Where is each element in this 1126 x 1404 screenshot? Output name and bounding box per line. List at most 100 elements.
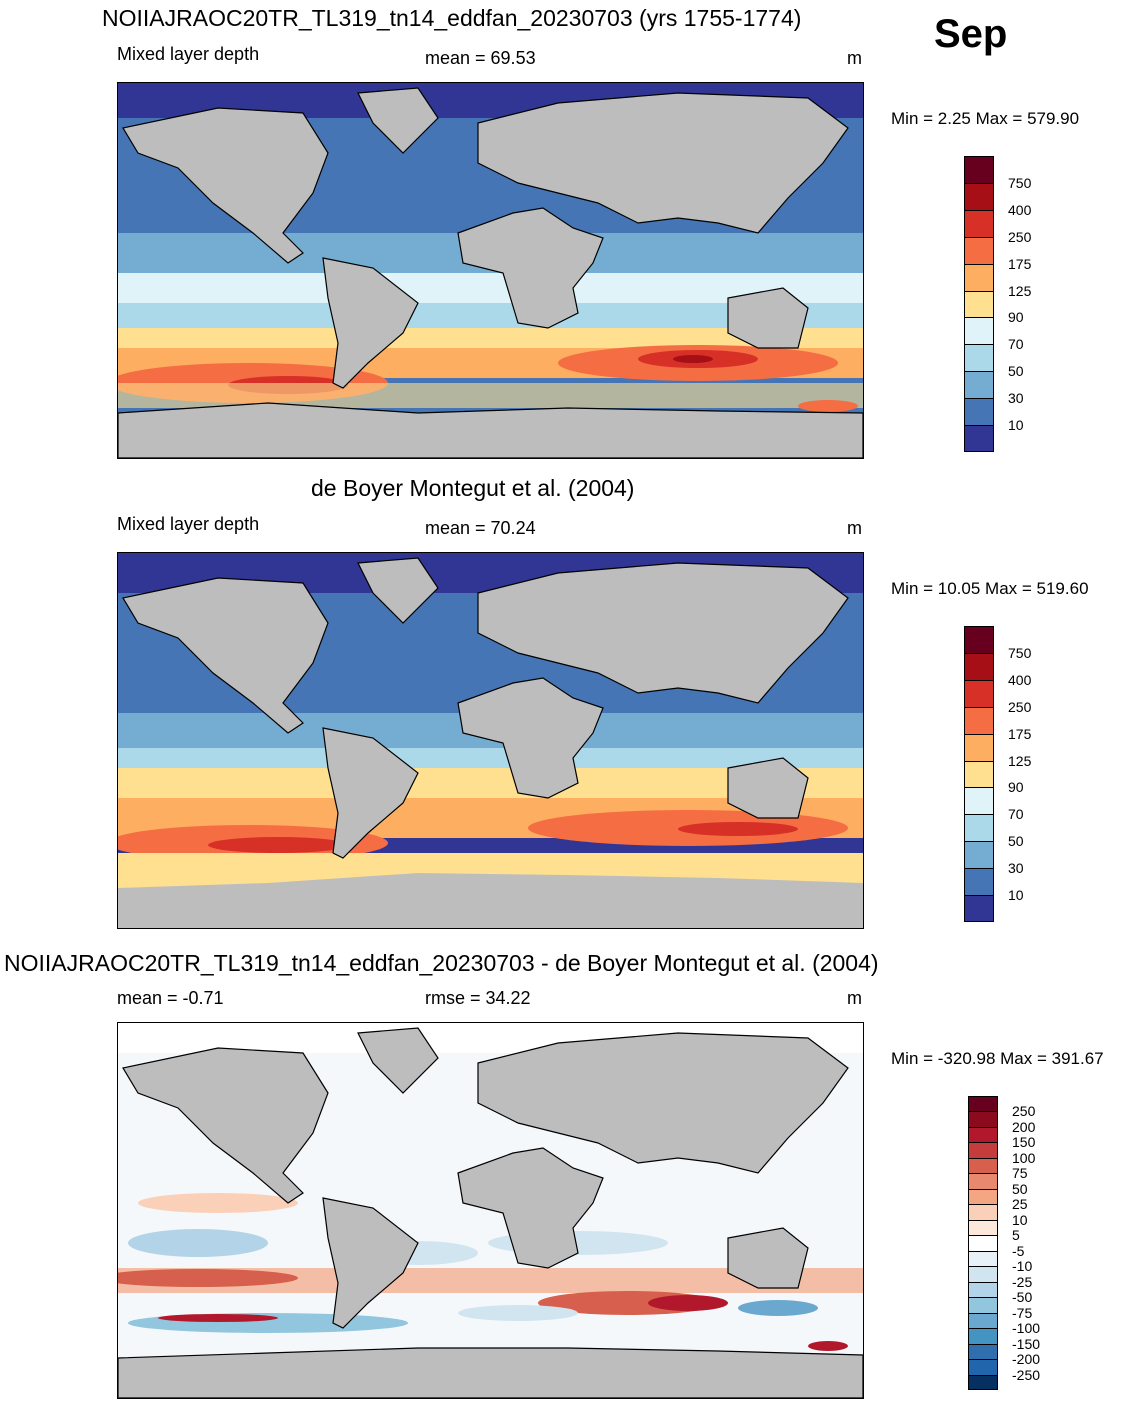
colorbar-label: -10 [1012, 1258, 1033, 1275]
colorbar-label: 70 [1008, 806, 1024, 823]
colorbar-label: 125 [1008, 752, 1032, 769]
colorbar-label: 400 [1008, 671, 1032, 688]
colorbar-frame [968, 1096, 998, 1390]
panel2-title: de Boyer Montegut et al. (2004) [311, 475, 635, 501]
panel1-title: NOIIAJRAOC20TR_TL319_tn14_eddfan_2023070… [102, 5, 802, 31]
colorbar-label: 75 [1012, 1165, 1028, 1182]
colorbar-label: 50 [1012, 1180, 1028, 1197]
colorbar-label: 10 [1012, 1211, 1028, 1228]
colorbar-swatch [968, 1173, 998, 1189]
colorbar-swatch [968, 1204, 998, 1220]
colorbar-label: -25 [1012, 1273, 1033, 1290]
panel3-mean: mean = -0.71 [117, 988, 224, 1008]
colorbar-swatch [968, 1328, 998, 1344]
panel1-map [117, 82, 864, 459]
colorbar-swatch [964, 841, 994, 869]
colorbar-label: 100 [1012, 1149, 1036, 1166]
colorbar-label: 250 [1008, 228, 1032, 245]
colorbar-label: 25 [1012, 1196, 1028, 1213]
colorbar-label: 90 [1008, 779, 1024, 796]
panel2-mean: mean = 70.24 [425, 518, 536, 538]
colorbar-swatch [964, 679, 994, 707]
colorbar-label: -100 [1012, 1320, 1041, 1337]
colorbar-label: -75 [1012, 1304, 1033, 1321]
panel2-units: m [847, 518, 862, 538]
colorbar-swatch [964, 398, 994, 426]
colorbar-swatch [964, 895, 994, 922]
colorbar-label: 5 [1012, 1227, 1020, 1244]
colorbar-swatch [968, 1188, 998, 1205]
panel2-variable-label: Mixed layer depth [117, 514, 260, 534]
colorbar-label: 250 [1012, 1103, 1036, 1120]
colorbar-label: 400 [1008, 201, 1032, 218]
colorbar-swatch [968, 1142, 998, 1158]
colorbar-label: -5 [1012, 1242, 1025, 1259]
colorbar-label: 10 [1008, 887, 1024, 904]
colorbar-label: -150 [1012, 1335, 1041, 1352]
colorbar-label: 10 [1008, 417, 1024, 434]
panel2-map [117, 552, 864, 929]
colorbar-label: 750 [1008, 644, 1032, 661]
colorbar-swatch [964, 814, 994, 842]
colorbar-swatch [968, 1219, 998, 1236]
panel3-colorbar: 250 200 150 100 75 50 25 10 5 -5 -10 -25 -50 -75 -100-… [968, 1096, 1058, 1390]
colorbar-label: -250 [1012, 1366, 1041, 1383]
panel3-units: m [847, 988, 862, 1008]
colorbar-swatch [964, 317, 994, 345]
panel1-minmax: Min = 2.25 Max = 579.90 [891, 109, 1080, 128]
colorbar-label: 50 [1008, 833, 1024, 850]
panel3-rmse: rmse = 34.22 [425, 988, 531, 1008]
colorbar-label: 175 [1008, 725, 1032, 742]
panel1-colorbar: 750 400 250 175 125 90 70 50 30 10 [964, 156, 1054, 452]
panel1-mean: mean = 69.53 [425, 48, 536, 68]
colorbar-swatch [968, 1297, 998, 1313]
colorbar-swatch [968, 1359, 998, 1375]
colorbar-swatch [968, 1312, 998, 1329]
colorbar-swatch [968, 1126, 998, 1143]
colorbar-swatch [968, 1250, 998, 1267]
colorbar-swatch [964, 760, 994, 788]
colorbar-label: 70 [1008, 336, 1024, 353]
colorbar-swatch [964, 868, 994, 896]
colorbar-swatch [964, 344, 994, 372]
colorbar-label: 175 [1008, 255, 1032, 272]
colorbar-label: 50 [1008, 363, 1024, 380]
colorbar-label: 125 [1008, 282, 1032, 299]
colorbar-swatch [964, 787, 994, 815]
colorbar-swatch [964, 425, 994, 452]
colorbar-swatch [964, 236, 994, 264]
colorbar-swatch [968, 1374, 998, 1390]
panel3-map [117, 1022, 864, 1399]
colorbar-frame [964, 626, 994, 922]
colorbar-swatch [968, 1111, 998, 1127]
colorbar-label: 200 [1012, 1118, 1036, 1135]
colorbar-label: 30 [1008, 860, 1024, 877]
panel2-minmax: Min = 10.05 Max = 519.60 [891, 579, 1089, 598]
colorbar-swatch [964, 733, 994, 761]
colorbar-swatch [964, 263, 994, 291]
colorbar-swatch [964, 209, 994, 237]
colorbar-swatch [964, 182, 994, 210]
colorbar-swatch [968, 1157, 998, 1174]
colorbar-swatch [968, 1281, 998, 1298]
colorbar-label: 750 [1008, 174, 1032, 191]
colorbar-label: 250 [1008, 698, 1032, 715]
panel2-colorbar: 750 400 250 175 125 90 70 50 30 10 [964, 626, 1054, 922]
colorbar-frame [964, 156, 994, 452]
colorbar-swatch [968, 1343, 998, 1360]
colorbar-swatch [964, 371, 994, 399]
colorbar-label: 30 [1008, 390, 1024, 407]
colorbar-swatch [964, 290, 994, 318]
colorbar-swatch [968, 1235, 998, 1251]
panel1-variable-label: Mixed layer depth [117, 44, 260, 64]
month-label: Sep [934, 12, 1008, 56]
panel1-units: m [847, 48, 862, 68]
colorbar-label: -200 [1012, 1351, 1041, 1368]
panel3-title: NOIIAJRAOC20TR_TL319_tn14_eddfan_2023070… [4, 950, 879, 976]
colorbar-label: 90 [1008, 309, 1024, 326]
colorbar-label: 150 [1012, 1134, 1036, 1151]
colorbar-swatch [964, 706, 994, 734]
colorbar-swatch [968, 1266, 998, 1282]
colorbar-swatch [964, 652, 994, 680]
panel3-minmax: Min = -320.98 Max = 391.67 [891, 1049, 1104, 1068]
